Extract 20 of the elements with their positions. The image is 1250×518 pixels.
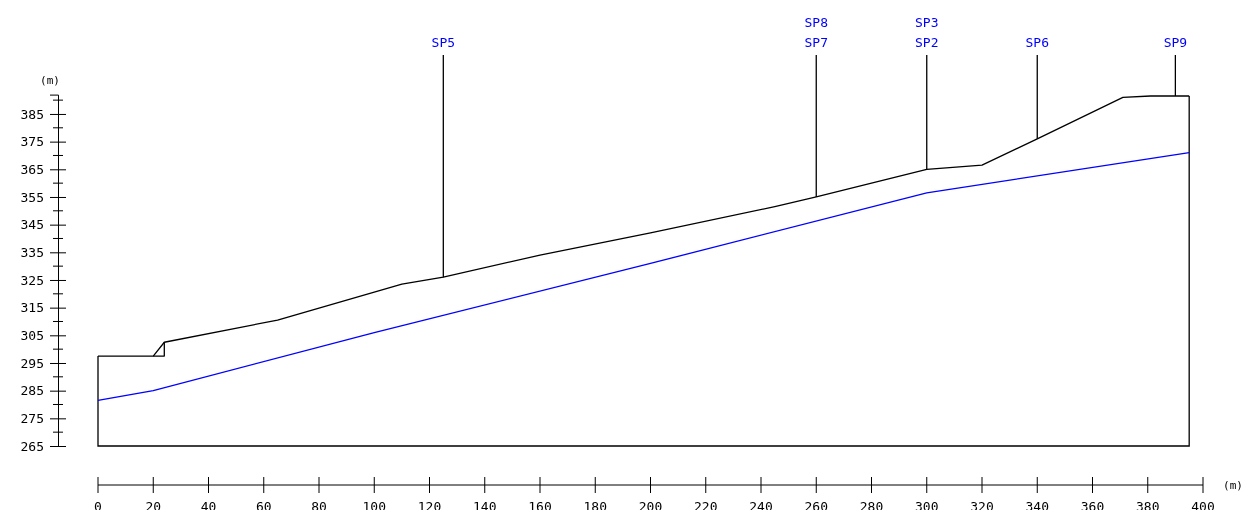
y-tick-label: 345 xyxy=(20,217,44,233)
y-tick-label: 385 xyxy=(20,106,44,122)
y-tick-label: 315 xyxy=(20,300,44,316)
x-axis-title: (m) xyxy=(1223,479,1243,492)
y-tick-label: 285 xyxy=(20,383,44,399)
annotation: SP5 xyxy=(431,35,456,50)
y-tick-label: 335 xyxy=(20,244,44,260)
annotation: SP3 SP2 xyxy=(915,15,939,50)
y-tick-label: 265 xyxy=(20,438,44,454)
y-tick-label: 295 xyxy=(20,355,44,371)
annotation: SP6 xyxy=(1025,35,1049,50)
y-tick-label: 305 xyxy=(20,327,44,343)
annotation: SP8 SP7 xyxy=(804,15,828,50)
y-tick-label: 375 xyxy=(20,134,44,150)
y-axis-title: (m) xyxy=(40,74,60,87)
y-tick-label: 275 xyxy=(20,410,44,426)
y-tick-label: 325 xyxy=(20,272,44,288)
y-tick-label: 365 xyxy=(20,161,44,177)
y-tick-label: 355 xyxy=(20,189,44,205)
annotation: SP9 xyxy=(1163,35,1188,50)
